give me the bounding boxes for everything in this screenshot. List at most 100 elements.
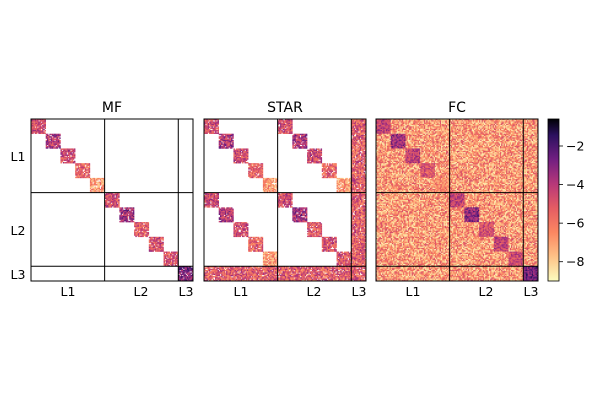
heatmap-cell (76, 163, 78, 165)
heatmap-cell (357, 160, 359, 163)
heatmap-cell (237, 152, 239, 154)
heatmap-cell (154, 240, 157, 242)
heatmap-cell (140, 222, 142, 224)
heatmap-cell (270, 177, 272, 180)
heatmap-cell (363, 175, 366, 177)
heatmap-cell (108, 197, 110, 200)
heatmap-cell (356, 150, 358, 153)
heatmap-cell (136, 224, 139, 227)
heatmap-cell (136, 222, 139, 224)
heatmap-cell (86, 171, 88, 174)
heatmap-cell (273, 177, 276, 180)
heatmap-cell (305, 133, 308, 136)
heatmap-cell (153, 241, 156, 244)
heatmap-cell (48, 138, 50, 141)
heatmap-cell (298, 146, 300, 148)
heatmap-cell (299, 142, 302, 144)
heatmap-cell (93, 190, 96, 192)
heatmap-cell (48, 141, 50, 143)
heatmap-cell (246, 149, 249, 152)
heatmap-cell (174, 263, 177, 266)
heatmap-cell (58, 139, 60, 142)
heatmap-cell (287, 122, 289, 125)
heatmap-cell (48, 137, 50, 139)
heatmap-cell (137, 222, 140, 224)
heatmap-cell (159, 240, 162, 242)
heatmap-cell (141, 235, 143, 238)
heatmap-cell (166, 261, 168, 263)
heatmap-cell (359, 155, 362, 158)
heatmap-cell (170, 263, 173, 266)
heatmap-cell (154, 247, 157, 250)
heatmap-cell (302, 136, 304, 138)
heatmap-cell (357, 180, 359, 182)
heatmap-cell (363, 122, 366, 125)
heatmap-cell (235, 148, 238, 150)
heatmap-cell (231, 147, 233, 149)
heatmap-cell (130, 215, 132, 218)
heatmap-cell (272, 177, 275, 180)
heatmap-cell (245, 161, 248, 164)
heatmap-cell (242, 154, 244, 157)
heatmap-cell (174, 257, 177, 260)
heatmap-cell (31, 130, 33, 132)
heatmap-cell (351, 127, 353, 130)
heatmap-cell (39, 126, 42, 128)
heatmap-cell (183, 266, 185, 268)
heatmap-cell (237, 149, 239, 152)
heatmap-cell (77, 164, 80, 166)
heatmap-cell (353, 182, 356, 185)
heatmap-cell (337, 179, 340, 181)
heatmap-cell (35, 123, 38, 126)
heatmap-cell (205, 130, 207, 132)
heatmap-cell (240, 159, 243, 161)
heatmap-cell (299, 141, 302, 143)
heatmap-cell (219, 136, 222, 138)
heatmap-cell (356, 160, 358, 163)
heatmap-cell (361, 184, 363, 186)
heatmap-cell (313, 152, 315, 154)
heatmap-cell (341, 185, 343, 187)
heatmap-cell (357, 153, 359, 155)
heatmap-cell (172, 263, 174, 266)
heatmap-cell (66, 157, 69, 159)
heatmap-cell (48, 142, 50, 144)
heatmap-cell (281, 126, 283, 128)
heatmap-cell (159, 245, 162, 247)
heatmap-cell (148, 246, 151, 249)
heatmap-cell (190, 267, 193, 269)
heatmap-cell (320, 152, 323, 154)
heatmap-cell (143, 224, 146, 227)
heatmap-cell (110, 195, 113, 197)
heatmap-cell (291, 131, 293, 133)
heatmap-cell (256, 171, 259, 174)
heatmap-cell (112, 201, 114, 203)
heatmap-cell (99, 182, 102, 185)
heatmap-cell (352, 141, 354, 143)
heatmap-cell (354, 159, 357, 161)
heatmap-cell (34, 119, 37, 121)
heatmap-cell (205, 120, 207, 122)
heatmap-cell (31, 132, 33, 134)
heatmap-cell (212, 123, 215, 126)
heatmap-cell (361, 126, 363, 128)
heatmap-cell (143, 231, 146, 234)
heatmap-cell (78, 169, 81, 171)
heatmap-cell (256, 173, 259, 175)
heatmap-cell (166, 263, 168, 266)
heatmap-cell (185, 271, 188, 273)
heatmap-cell (297, 136, 299, 138)
heatmap-cell (363, 125, 366, 127)
heatmap-cell (251, 173, 254, 175)
heatmap-cell (72, 161, 75, 164)
heatmap-cell (210, 131, 212, 133)
heatmap-cell (81, 164, 83, 166)
heatmap-cell (65, 150, 67, 153)
heatmap-cell (83, 168, 86, 170)
heatmap-cell (267, 184, 270, 186)
heatmap-cell (242, 153, 244, 155)
heatmap-cell (354, 170, 357, 173)
heatmap-cell (275, 186, 277, 188)
heatmap-cell (235, 154, 238, 157)
heatmap-cell (243, 155, 245, 158)
